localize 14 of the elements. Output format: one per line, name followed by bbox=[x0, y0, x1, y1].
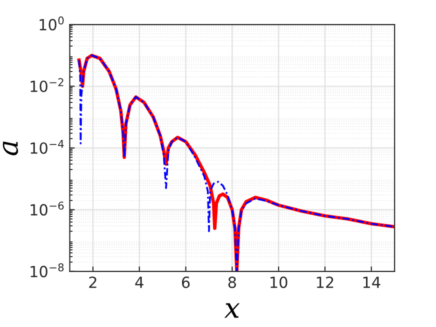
y-tick-label: 10$^{0}$ bbox=[40, 16, 64, 30]
y-tick-label: 10$^{−2}$ bbox=[30, 78, 64, 92]
x-tick-label: 2 bbox=[89, 276, 96, 288]
x-tick-label: 6 bbox=[182, 276, 190, 288]
y-tick-label: 10$^{−8}$ bbox=[30, 263, 64, 278]
x-tick-label: 12 bbox=[316, 276, 334, 288]
x-axis-title: x bbox=[224, 303, 240, 318]
y-tick-label: 10$^{−6}$ bbox=[30, 202, 64, 216]
x-tick-label: 14 bbox=[363, 276, 380, 288]
y-tick-label: 10$^{−4}$ bbox=[30, 140, 64, 154]
x-tick-label: 10 bbox=[270, 276, 288, 288]
x-tick-label: 8 bbox=[228, 276, 236, 288]
x-tick-label: 4 bbox=[135, 276, 144, 288]
y-axis-title: a bbox=[2, 142, 18, 156]
